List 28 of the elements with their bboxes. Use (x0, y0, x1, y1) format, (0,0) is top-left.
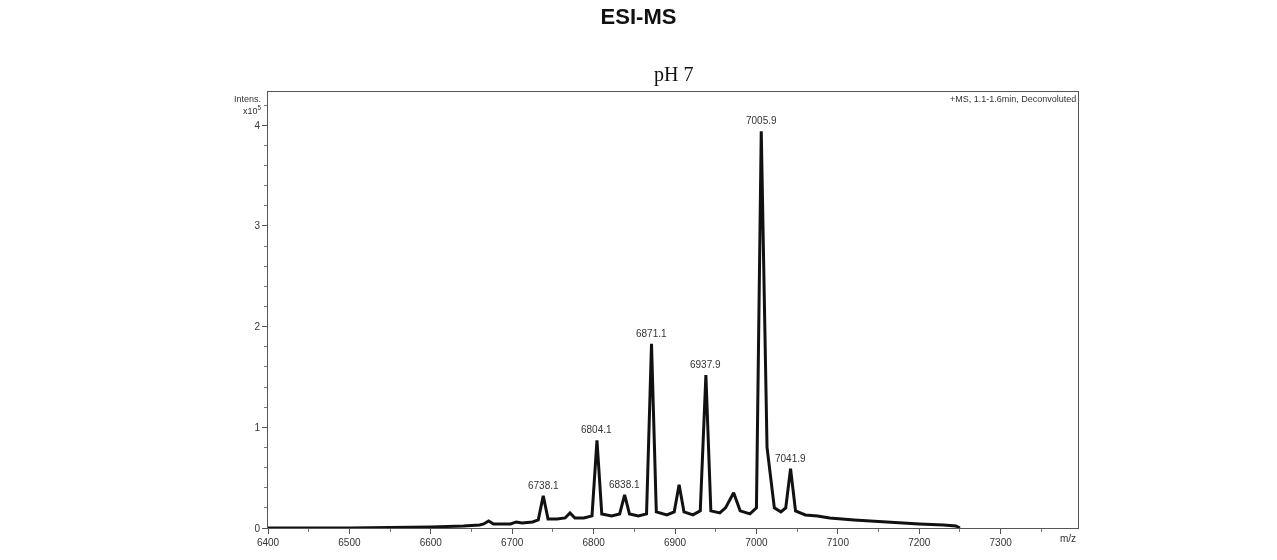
x-tick-label: 6400 (256, 537, 280, 548)
y-tick-label: 3 (254, 220, 261, 232)
annotation: 7041.9 (775, 453, 807, 464)
annotation: +MS, 1.1-1.6min, Deconvoluted (950, 94, 1077, 104)
x-tick-label: 6500 (338, 537, 361, 548)
x-tick-label: 7100 (826, 537, 850, 548)
y-tick-label: 2 (254, 321, 261, 333)
x-tick-label: 6900 (663, 537, 687, 548)
annotation: 6937.9 (690, 359, 722, 370)
x-tick-label: 7300 (989, 537, 1013, 548)
x-tick-label: 7200 (908, 537, 931, 548)
annotation: 6838.1 (609, 479, 641, 490)
annotation: 7005.9 (746, 115, 778, 126)
y-tick-label: 1 (254, 421, 261, 433)
line-series (268, 129, 962, 528)
y-tick-label: 0 (254, 522, 261, 534)
x-tick-label: 7000 (745, 537, 768, 548)
y-axis-title: Intens. x10$^{5}$ (234, 94, 262, 116)
chart-subtitle: pH 7 (654, 63, 694, 86)
x-tick-label: 6700 (501, 537, 524, 548)
y-tick-label: 4 (254, 119, 261, 131)
chart-title: ESI-MS (600, 3, 677, 29)
annotation: 6804.1 (581, 424, 613, 435)
annotation: 6871.1 (636, 328, 668, 339)
x-axis-title: m/z (1060, 533, 1077, 544)
annotation: 6738.1 (528, 480, 560, 491)
x-tick-label: 6800 (582, 537, 606, 548)
x-tick-label: 6600 (419, 537, 443, 548)
